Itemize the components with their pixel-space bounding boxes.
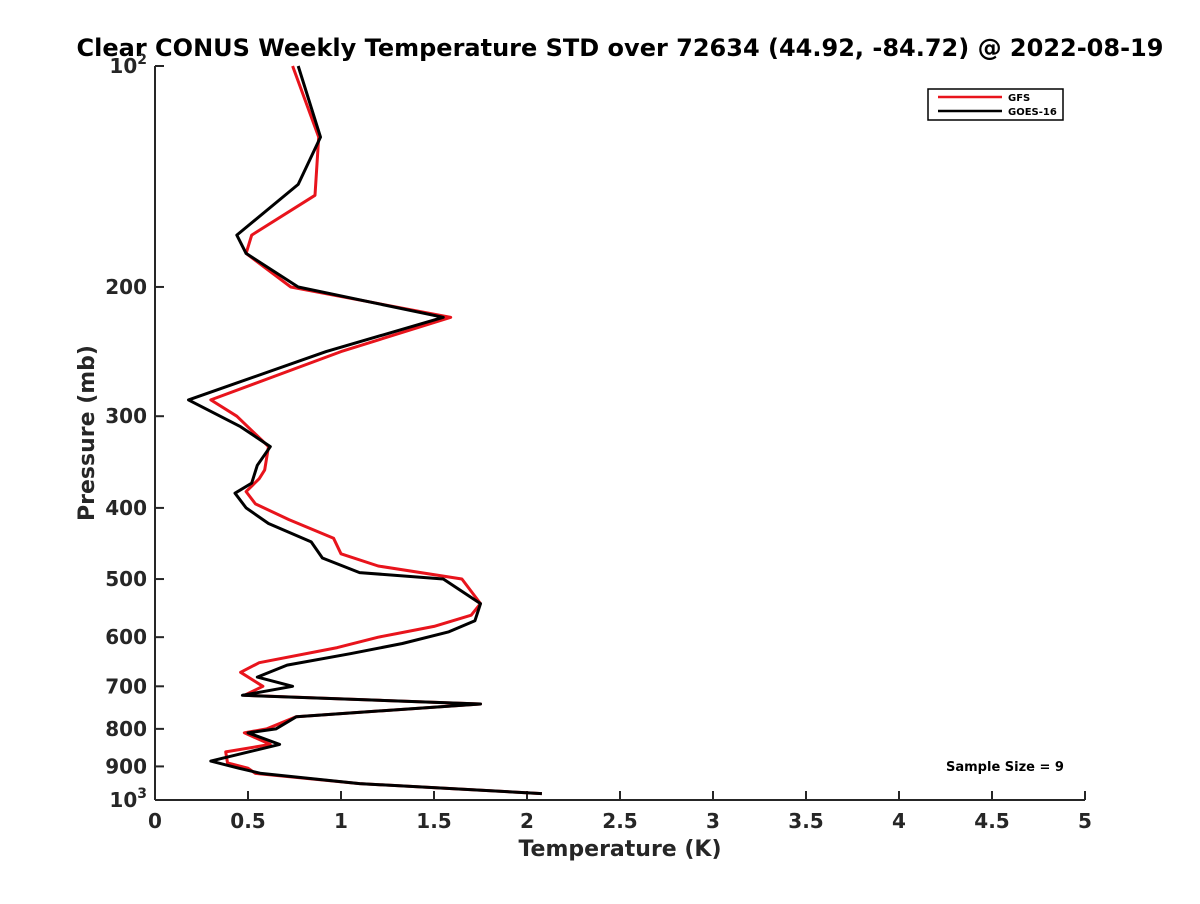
y-axis-label: Pressure (mb) (75, 345, 100, 521)
y-tick-label: 800 (105, 717, 147, 741)
x-ticks: 0 0.5 1 1.5 2 2.5 3 3.5 4 4.5 5 (148, 791, 1092, 833)
chart-title: Clear CONUS Weekly Temperature STD over … (77, 34, 1164, 62)
x-tick-label: 1.5 (416, 809, 451, 833)
legend-label-gfs: GFS (1008, 93, 1030, 104)
x-axis-label: Temperature (K) (518, 837, 721, 862)
series-line-gfs (209, 65, 542, 796)
x-tick-label: 2 (520, 809, 534, 833)
series-lines (187, 65, 542, 796)
legend-label-goes16: GOES-16 (1008, 107, 1057, 118)
x-tick-label: 3.5 (788, 809, 823, 833)
y-tick-label: 300 (105, 404, 147, 428)
legend-box (927, 88, 1064, 121)
y-tick-label: 200 (105, 275, 147, 299)
x-tick-label: 2.5 (602, 809, 637, 833)
x-tick-label: 5 (1078, 809, 1092, 833)
x-tick-label: 4 (892, 809, 906, 833)
y-tick-label: 102 (109, 52, 147, 78)
x-tick-label: 4.5 (974, 809, 1009, 833)
sample-size-annotation: Sample Size = 9 (946, 760, 1064, 775)
x-tick-label: 1 (334, 809, 348, 833)
x-tick-label: 0 (148, 809, 162, 833)
y-ticks: 102 200 300 400 500 600 700 800 900 103 (105, 52, 164, 812)
series-line-goes16 (187, 65, 542, 796)
y-tick-label: 400 (105, 496, 147, 520)
x-tick-label: 0.5 (230, 809, 265, 833)
y-tick-label: 600 (105, 625, 147, 649)
y-tick-label: 103 (109, 786, 147, 812)
y-tick-label: 500 (105, 567, 147, 591)
legend: GFS GOES-16 (927, 88, 1064, 121)
y-tick-label: 900 (105, 754, 147, 778)
plot-area: 0 0.5 1 1.5 2 2.5 3 3.5 4 4.5 5 102 200 300 400 500 600… (105, 52, 1092, 833)
y-tick-label: 700 (105, 674, 147, 698)
x-tick-label: 3 (706, 809, 720, 833)
